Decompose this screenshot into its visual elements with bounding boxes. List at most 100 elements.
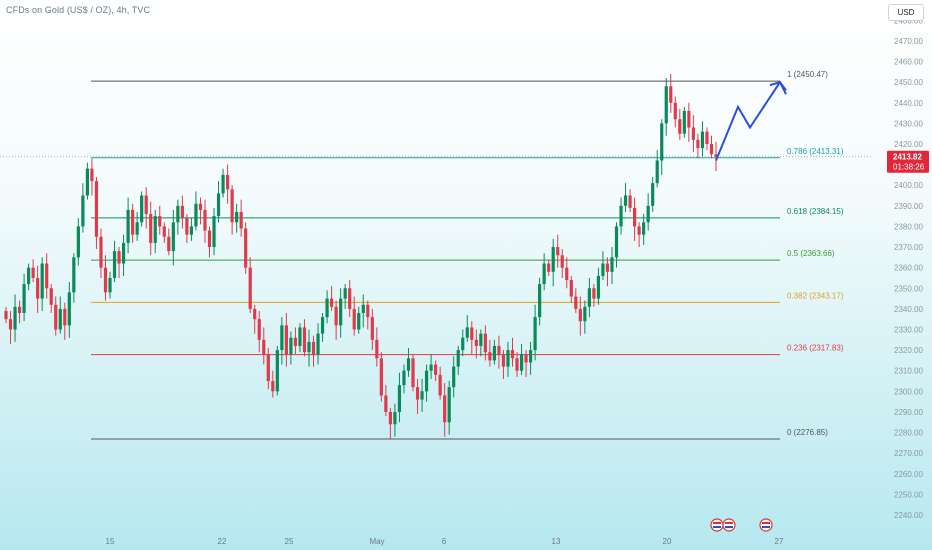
candle-body xyxy=(235,212,239,223)
candle-body xyxy=(90,168,94,182)
candle-body xyxy=(36,277,40,299)
y-tick-label: 2440.00 xyxy=(894,99,923,108)
candle-body xyxy=(81,195,85,227)
candle-body xyxy=(388,411,392,425)
candle-body xyxy=(230,189,234,223)
candle-body xyxy=(402,370,406,386)
x-tick-label: 25 xyxy=(285,537,294,546)
currency-button[interactable]: USD xyxy=(888,4,924,21)
x-tick-label: 22 xyxy=(218,537,227,546)
candle-body xyxy=(538,284,542,318)
candle-body xyxy=(366,304,370,318)
candle-body xyxy=(569,280,573,297)
x-tick-label: 20 xyxy=(663,537,672,546)
candle-body xyxy=(452,366,456,388)
candle-body xyxy=(637,226,641,235)
candle-body xyxy=(275,350,279,392)
candle-body xyxy=(465,327,469,338)
candle-body xyxy=(54,304,58,330)
candle-body xyxy=(687,111,691,128)
y-tick-label: 2380.00 xyxy=(894,222,923,231)
candle-body xyxy=(678,119,682,134)
candle-body xyxy=(194,203,198,227)
flag-us-icon-2 xyxy=(759,518,773,532)
candle-body xyxy=(8,319,13,330)
candle-body xyxy=(488,352,492,361)
candle-body xyxy=(49,288,53,305)
y-tick-label: 2330.00 xyxy=(894,325,923,334)
candle-body xyxy=(397,385,402,412)
flag-us-icon-1 xyxy=(722,518,736,532)
candle-body xyxy=(140,195,144,223)
candle-body xyxy=(144,195,148,215)
y-tick-label: 2300.00 xyxy=(894,387,923,396)
fib-label-1: 0.786 (2413.31) xyxy=(787,147,844,156)
candle-body xyxy=(31,267,35,278)
price-tag-countdown: 01:38:26 xyxy=(893,163,925,172)
candle-body xyxy=(67,292,71,326)
candle-body xyxy=(94,181,99,237)
y-tick-label: 2470.00 xyxy=(894,37,923,46)
candle-body xyxy=(479,333,483,346)
y-tick-label: 2290.00 xyxy=(894,408,923,417)
candle-body xyxy=(352,308,356,330)
fib-label-4: 0.382 (2343.17) xyxy=(787,291,844,300)
candle-body xyxy=(696,139,700,149)
candle-body xyxy=(714,154,718,157)
candle-body xyxy=(583,306,587,322)
x-tick-label: 27 xyxy=(775,537,784,546)
y-tick-label: 2450.00 xyxy=(894,78,923,87)
candle-body xyxy=(578,308,582,322)
chart-header-title: CFDs on Gold (US$ / OZ), 4h, TVC xyxy=(6,5,151,15)
candle-body xyxy=(330,298,334,307)
flag-us-icon-2-stripe xyxy=(762,522,770,524)
candle-body xyxy=(216,193,221,217)
candle-body xyxy=(149,214,153,243)
candle-body xyxy=(45,263,49,289)
candle-body xyxy=(302,327,307,353)
price-tag xyxy=(887,150,929,173)
candle-body xyxy=(434,364,438,375)
candle-body xyxy=(673,102,677,120)
candle-body xyxy=(605,263,610,272)
candle-body xyxy=(334,306,338,326)
candle-body xyxy=(420,391,424,400)
candle-body xyxy=(623,195,628,206)
candle-body xyxy=(556,247,560,256)
candle-body xyxy=(646,205,650,223)
candle-body xyxy=(325,298,329,318)
x-tick-label: May xyxy=(369,537,384,546)
flag-us-icon-1-stripe-2 xyxy=(725,526,733,528)
y-tick-label: 2400.00 xyxy=(894,181,923,190)
candle-body xyxy=(316,333,320,355)
candle-body xyxy=(185,218,189,235)
candle-body xyxy=(103,267,108,293)
candle-body xyxy=(108,277,112,293)
candle-body xyxy=(343,288,347,299)
candle-body xyxy=(17,306,22,313)
candle-body xyxy=(438,374,442,396)
candle-body xyxy=(162,226,166,237)
candle-body xyxy=(58,308,62,330)
y-tick-label: 2250.00 xyxy=(894,490,923,499)
y-tick-label: 2370.00 xyxy=(894,243,923,252)
candle-body xyxy=(628,195,632,208)
candle-body xyxy=(551,247,555,272)
flag-us-icon-1-stripe xyxy=(725,522,733,524)
candle-body xyxy=(284,325,288,355)
y-tick-label: 2430.00 xyxy=(894,119,923,128)
candle-body xyxy=(244,228,248,268)
candle-body xyxy=(63,308,67,326)
candle-body xyxy=(614,226,619,258)
candle-body xyxy=(248,267,252,309)
candle-body xyxy=(311,341,316,355)
x-tick-label: 13 xyxy=(552,537,561,546)
candle-body xyxy=(76,226,80,258)
candle-body xyxy=(664,86,668,124)
candle-body xyxy=(203,209,207,231)
candle-body xyxy=(542,263,546,285)
candle-body xyxy=(632,207,637,227)
x-tick-label: 6 xyxy=(442,537,447,546)
y-tick-label: 2360.00 xyxy=(894,264,923,273)
